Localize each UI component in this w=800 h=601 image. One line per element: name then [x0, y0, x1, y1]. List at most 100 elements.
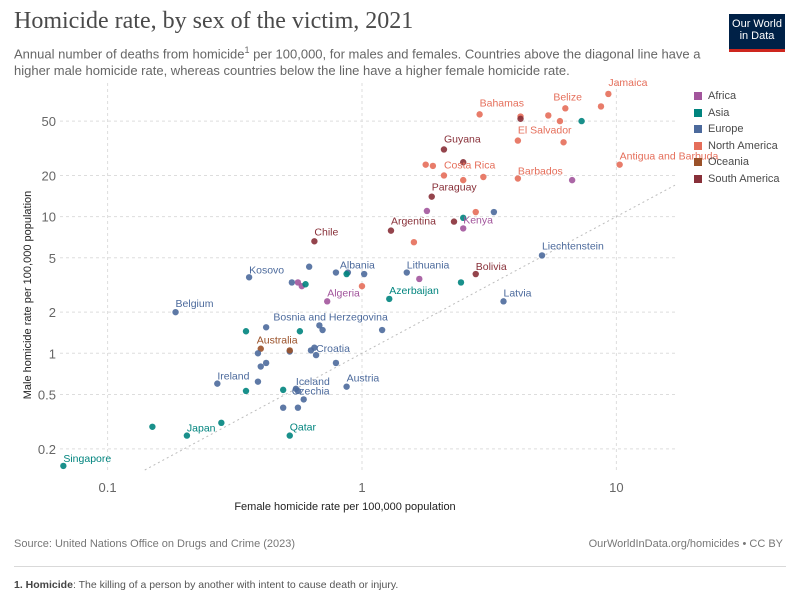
point-europe[interactable]	[279, 404, 287, 411]
legend-item-south-america[interactable]: South America	[694, 171, 780, 188]
point-north-america[interactable]	[422, 161, 429, 168]
point-africa[interactable]	[416, 275, 423, 283]
point-bosnia-and-herzegovina[interactable]	[316, 322, 323, 329]
point-europe[interactable]	[360, 270, 368, 278]
label-belgium: Belgium	[176, 298, 214, 310]
footnote-term: 1. Homicide	[14, 579, 73, 591]
point-azerbaijan[interactable]	[386, 295, 393, 303]
point-north-america[interactable]	[597, 103, 605, 110]
point-el-salvador[interactable]	[514, 137, 522, 144]
legend-item-asia[interactable]: Asia	[694, 105, 780, 122]
footnote-marker[interactable]: 1	[244, 45, 250, 55]
point-europe[interactable]	[307, 347, 315, 354]
point-ireland[interactable]	[214, 380, 221, 387]
point-czechia[interactable]	[300, 396, 307, 403]
point-asia[interactable]	[218, 419, 225, 427]
point-north-america[interactable]	[410, 238, 418, 246]
point-kenya[interactable]	[460, 225, 467, 232]
point-qatar[interactable]	[286, 432, 293, 439]
point-liechtenstein[interactable]	[538, 252, 546, 259]
label-croatia: Croatia	[316, 343, 350, 355]
point-europe[interactable]	[257, 363, 264, 370]
point-oceania[interactable]	[286, 347, 293, 354]
point-europe[interactable]	[262, 324, 270, 331]
point-jamaica[interactable]	[605, 90, 612, 98]
footnote-divider	[14, 566, 786, 567]
point-africa[interactable]	[568, 176, 576, 184]
y-axis-title: Male homicide rate per 100,000 populatio…	[22, 190, 34, 400]
point-croatia[interactable]	[312, 351, 320, 359]
point-guyana[interactable]	[440, 146, 448, 153]
label-antigua-and-barbuda: Antigua and Barbuda	[620, 151, 719, 163]
x-tick-label: 0.1	[99, 480, 117, 495]
label-ireland: Ireland	[217, 371, 249, 383]
point-asia[interactable]	[578, 117, 585, 125]
point-europe[interactable]	[305, 263, 313, 270]
point-south-america[interactable]	[517, 115, 524, 122]
point-paraguay[interactable]	[428, 193, 435, 200]
point-belize[interactable]	[562, 105, 569, 112]
point-antigua-and-barbuda[interactable]	[616, 161, 623, 168]
point-chile[interactable]	[311, 238, 318, 245]
owid-logo[interactable]: Our World in Data	[729, 14, 785, 52]
legend-item-oceania[interactable]: Oceania	[694, 154, 780, 171]
point-bahamas[interactable]	[476, 111, 483, 118]
point-asia[interactable]	[149, 423, 156, 430]
point-australia[interactable]	[257, 345, 264, 352]
point-bolivia[interactable]	[472, 270, 479, 278]
point-costa-rica[interactable]	[440, 172, 448, 179]
point-north-america[interactable]	[472, 208, 479, 216]
point-argentina[interactable]	[387, 227, 395, 234]
point-austria[interactable]	[343, 383, 350, 390]
point-barbados[interactable]	[514, 175, 522, 182]
point-europe[interactable]	[490, 208, 498, 216]
point-europe[interactable]	[288, 279, 296, 286]
point-lithuania[interactable]	[403, 269, 410, 276]
diagonal-parity-line	[144, 184, 676, 471]
point-asia[interactable]	[242, 387, 250, 395]
point-europe[interactable]	[294, 404, 302, 411]
point-north-america[interactable]	[560, 139, 567, 146]
point-north-america[interactable]	[460, 176, 467, 184]
point-europe[interactable]	[294, 387, 302, 395]
point-north-america[interactable]	[556, 117, 564, 125]
point-japan[interactable]	[183, 432, 191, 439]
point-asia[interactable]	[302, 281, 309, 288]
point-latvia[interactable]	[500, 298, 507, 305]
point-asia[interactable]	[242, 328, 250, 335]
legend-item-europe[interactable]: Europe	[694, 121, 780, 138]
point-north-america[interactable]	[545, 112, 552, 119]
source-link[interactable]: OurWorldInData.org/homicides • CC BY	[588, 538, 783, 550]
point-asia[interactable]	[296, 328, 304, 335]
point-south-america[interactable]	[460, 159, 467, 166]
y-tick-label: 0.2	[38, 442, 56, 457]
point-algeria[interactable]	[324, 298, 331, 305]
point-europe[interactable]	[332, 269, 340, 276]
point-belgium[interactable]	[172, 308, 179, 316]
label-chile: Chile	[314, 226, 338, 238]
point-kosovo[interactable]	[245, 274, 253, 281]
point-europe[interactable]	[319, 326, 326, 334]
point-europe[interactable]	[262, 359, 270, 367]
point-europe[interactable]	[332, 359, 340, 367]
point-europe[interactable]	[254, 350, 262, 357]
point-asia[interactable]	[457, 279, 465, 286]
point-north-america[interactable]	[358, 282, 366, 290]
point-asia[interactable]	[279, 386, 287, 394]
point-north-america[interactable]	[429, 162, 437, 170]
point-singapore[interactable]	[60, 462, 67, 470]
label-argentina: Argentina	[391, 216, 436, 228]
point-africa[interactable]	[423, 207, 431, 215]
point-north-america[interactable]	[480, 173, 487, 181]
legend-swatch	[694, 174, 702, 183]
point-south-america[interactable]	[450, 218, 458, 225]
point-europe[interactable]	[378, 326, 386, 334]
label-singapore: Singapore	[63, 453, 111, 465]
point-asia[interactable]	[343, 270, 350, 278]
point-europe[interactable]	[254, 378, 262, 385]
legend-item-north-america[interactable]: North America	[694, 138, 780, 155]
legend-item-africa[interactable]: Africa	[694, 88, 780, 105]
point-asia[interactable]	[460, 214, 467, 222]
label-costa-rica: Costa Rica	[444, 159, 496, 171]
